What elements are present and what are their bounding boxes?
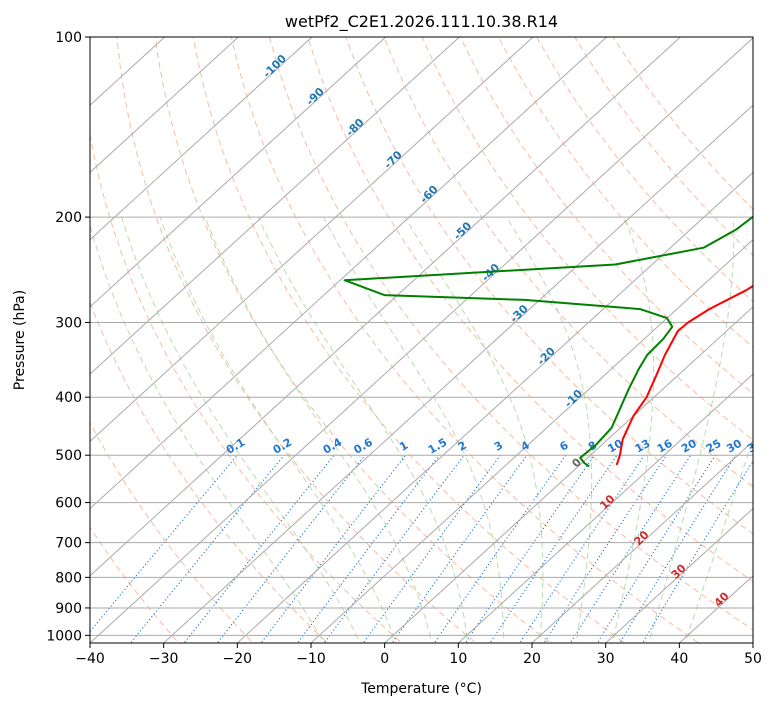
y-tick-label: 600 xyxy=(55,496,82,512)
dry-adiabat xyxy=(345,37,753,535)
isotherm-line xyxy=(90,37,534,442)
mixing-ratio-line xyxy=(641,460,753,643)
dry-adiabat xyxy=(90,421,254,643)
dry-adiabat xyxy=(90,526,180,643)
dry-adiabat xyxy=(90,300,329,643)
x-tick-label: 10 xyxy=(449,651,467,667)
x-tick-label: 40 xyxy=(670,651,688,667)
x-tick-label: 0 xyxy=(380,651,389,667)
mixing-ratio-label: 36 xyxy=(745,437,765,456)
x-tick-label: −10 xyxy=(296,651,326,667)
x-tick-label: 30 xyxy=(597,651,615,667)
mixing-ratio-line xyxy=(323,454,465,643)
isotherm-line xyxy=(90,37,753,643)
dry-adiabat xyxy=(90,132,403,643)
mixing-ratio-line xyxy=(296,454,440,643)
mixing-ratio-line xyxy=(433,454,567,643)
isotherm-line xyxy=(90,37,313,241)
isotherm-line xyxy=(90,37,387,308)
isobars xyxy=(90,37,753,636)
y-tick-label: 800 xyxy=(55,570,82,586)
isotherm-line xyxy=(90,37,240,174)
dry-adiabat xyxy=(192,37,626,643)
y-tick-label: 200 xyxy=(55,210,82,226)
mixing-ratio-line xyxy=(543,454,667,643)
x-tick-label: 20 xyxy=(523,651,541,667)
dry-adiabat xyxy=(269,37,753,631)
y-axis-label: Pressure (hPa) xyxy=(12,290,28,390)
isotherm-line xyxy=(236,171,753,643)
y-tick-label: 400 xyxy=(55,390,82,406)
moist-adiabat xyxy=(404,216,544,643)
isotherm-line xyxy=(310,238,753,643)
temperature-profile xyxy=(615,284,753,466)
mixing-ratio-line xyxy=(260,454,407,643)
y-tick-label: 700 xyxy=(55,536,82,552)
y-tick-label: 300 xyxy=(55,315,82,331)
plot-frame xyxy=(89,36,754,644)
moist-adiabat xyxy=(159,216,397,643)
isotherm-line xyxy=(604,507,753,643)
x-tick-label: −30 xyxy=(149,651,179,667)
dry-adiabat xyxy=(116,37,477,643)
mixing-ratio-line xyxy=(362,454,501,643)
mixing-ratio-line xyxy=(464,454,595,643)
chart-title: wetPf2_C2E1.2026.111.10.38.R14 xyxy=(285,12,558,32)
mixing-ratio-line xyxy=(519,454,645,643)
axis-ticks: −40 −30 −20 −10 0 10 20 30 40 50 1000 900 800 700 600 5… xyxy=(46,30,762,667)
dewpoint-profile xyxy=(343,215,753,468)
y-tick-label: 1000 xyxy=(46,628,82,644)
moist-adiabat xyxy=(257,216,469,643)
y-tick-label: 500 xyxy=(55,448,82,464)
isotherm-line xyxy=(90,37,608,510)
isotherm-line xyxy=(531,440,753,643)
y-tick-label: 100 xyxy=(55,30,82,46)
mixing-ratio-line xyxy=(569,454,692,643)
y-tick-label: 900 xyxy=(55,601,82,617)
dry-adiabats xyxy=(90,37,753,643)
dry-adiabat xyxy=(307,37,753,583)
isotherm-line xyxy=(90,37,682,577)
moist-adiabat xyxy=(611,216,655,643)
isotherm-line xyxy=(457,373,753,643)
x-tick-label: 50 xyxy=(744,651,762,667)
moist-adiabat xyxy=(506,216,593,643)
x-axis-label: Temperature (°C) xyxy=(360,681,482,697)
moist-adiabat xyxy=(204,216,433,643)
isotherms xyxy=(90,37,753,643)
moist-adiabat xyxy=(323,216,505,643)
sounding-profiles xyxy=(343,215,753,468)
moist-adiabat xyxy=(121,216,361,643)
x-tick-label: −40 xyxy=(75,651,105,667)
isotherm-line xyxy=(162,104,753,643)
isotherm-line xyxy=(90,37,461,375)
x-tick-label: −20 xyxy=(223,651,253,667)
moist-adiabat xyxy=(684,437,753,643)
isotherm-line xyxy=(383,306,753,643)
moist-adiabats xyxy=(90,216,753,643)
moist-adiabat xyxy=(648,217,735,643)
mixing-ratio-line xyxy=(129,454,285,643)
dry-adiabat xyxy=(154,37,552,643)
moist-adiabat xyxy=(90,223,325,643)
